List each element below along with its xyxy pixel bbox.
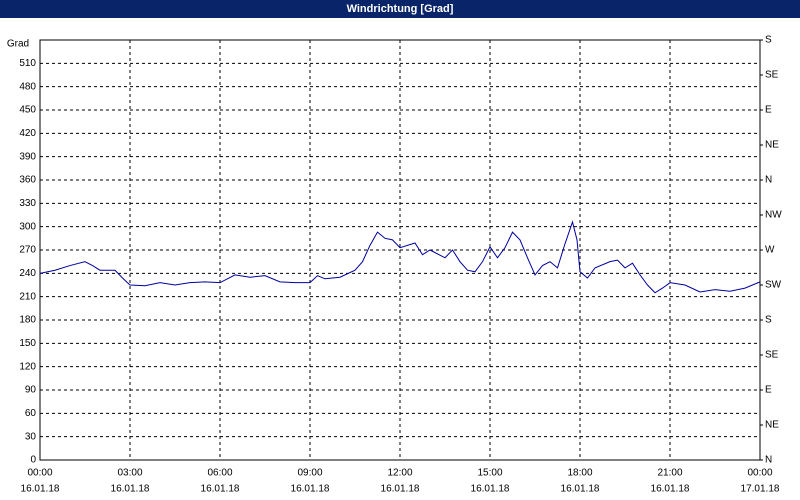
y-axis-label: Grad [7,39,29,50]
y-tick-label: 180 [19,315,36,326]
y2-tick-label: W [765,245,775,256]
y2-tick-label: E [765,105,772,116]
y-tick-label: 270 [19,245,36,256]
y-tick-label: 210 [19,291,36,302]
y-tick-label: 510 [19,58,36,69]
y-tick-label: 0 [30,455,36,466]
x-tick-label: 15:00 [477,468,502,479]
y2-tick-label: SE [765,350,779,361]
y2-tick-label: NE [765,420,779,431]
y-tick-label: 30 [25,431,37,442]
chart-title: Windrichtung [Grad] [347,3,454,15]
x-tick-label: 21:00 [657,468,682,479]
y2-tick-label: NE [765,140,779,151]
y-tick-label: 390 [19,151,36,162]
x-tick-date: 16.01.18 [21,484,60,495]
y2-tick-label: SW [765,280,782,291]
y-tick-label: 480 [19,81,36,92]
y2-tick-label: N [765,175,772,186]
y2-tick-label: S [765,315,772,326]
y-tick-label: 90 [25,385,37,396]
y2-tick-label: N [765,455,772,466]
data-line [39,220,761,294]
x-tick-label: 18:00 [567,468,592,479]
y-tick-label: 420 [19,128,36,139]
title-bar [0,0,800,18]
y-tick-label: 120 [19,361,36,372]
y2-tick-label: E [765,385,772,396]
x-tick-date: 16.01.18 [291,484,330,495]
x-tick-label: 06:00 [207,468,232,479]
x-tick-date: 16.01.18 [561,484,600,495]
x-tick-label: 12:00 [387,468,412,479]
y-tick-label: 300 [19,221,36,232]
x-tick-label: 00:00 [27,468,52,479]
x-tick-date: 16.01.18 [111,484,150,495]
y-tick-label: 450 [19,105,36,116]
y2-tick-label: SE [765,70,779,81]
x-tick-label: 09:00 [297,468,322,479]
x-tick-label: 00:00 [747,468,772,479]
y-tick-label: 60 [25,408,37,419]
x-tick-date: 16.01.18 [381,484,420,495]
y-tick-label: 330 [19,198,36,209]
y-tick-label: 240 [19,268,36,279]
x-tick-date: 16.01.18 [471,484,510,495]
x-tick-date: 17.01.18 [741,484,780,495]
x-tick-label: 03:00 [117,468,142,479]
x-tick-date: 16.01.18 [201,484,240,495]
y2-tick-label: S [765,35,772,46]
y-tick-label: 150 [19,338,36,349]
x-tick-date: 16.01.18 [651,484,690,495]
y2-tick-label: NW [765,210,782,221]
y-tick-label: 360 [19,175,36,186]
